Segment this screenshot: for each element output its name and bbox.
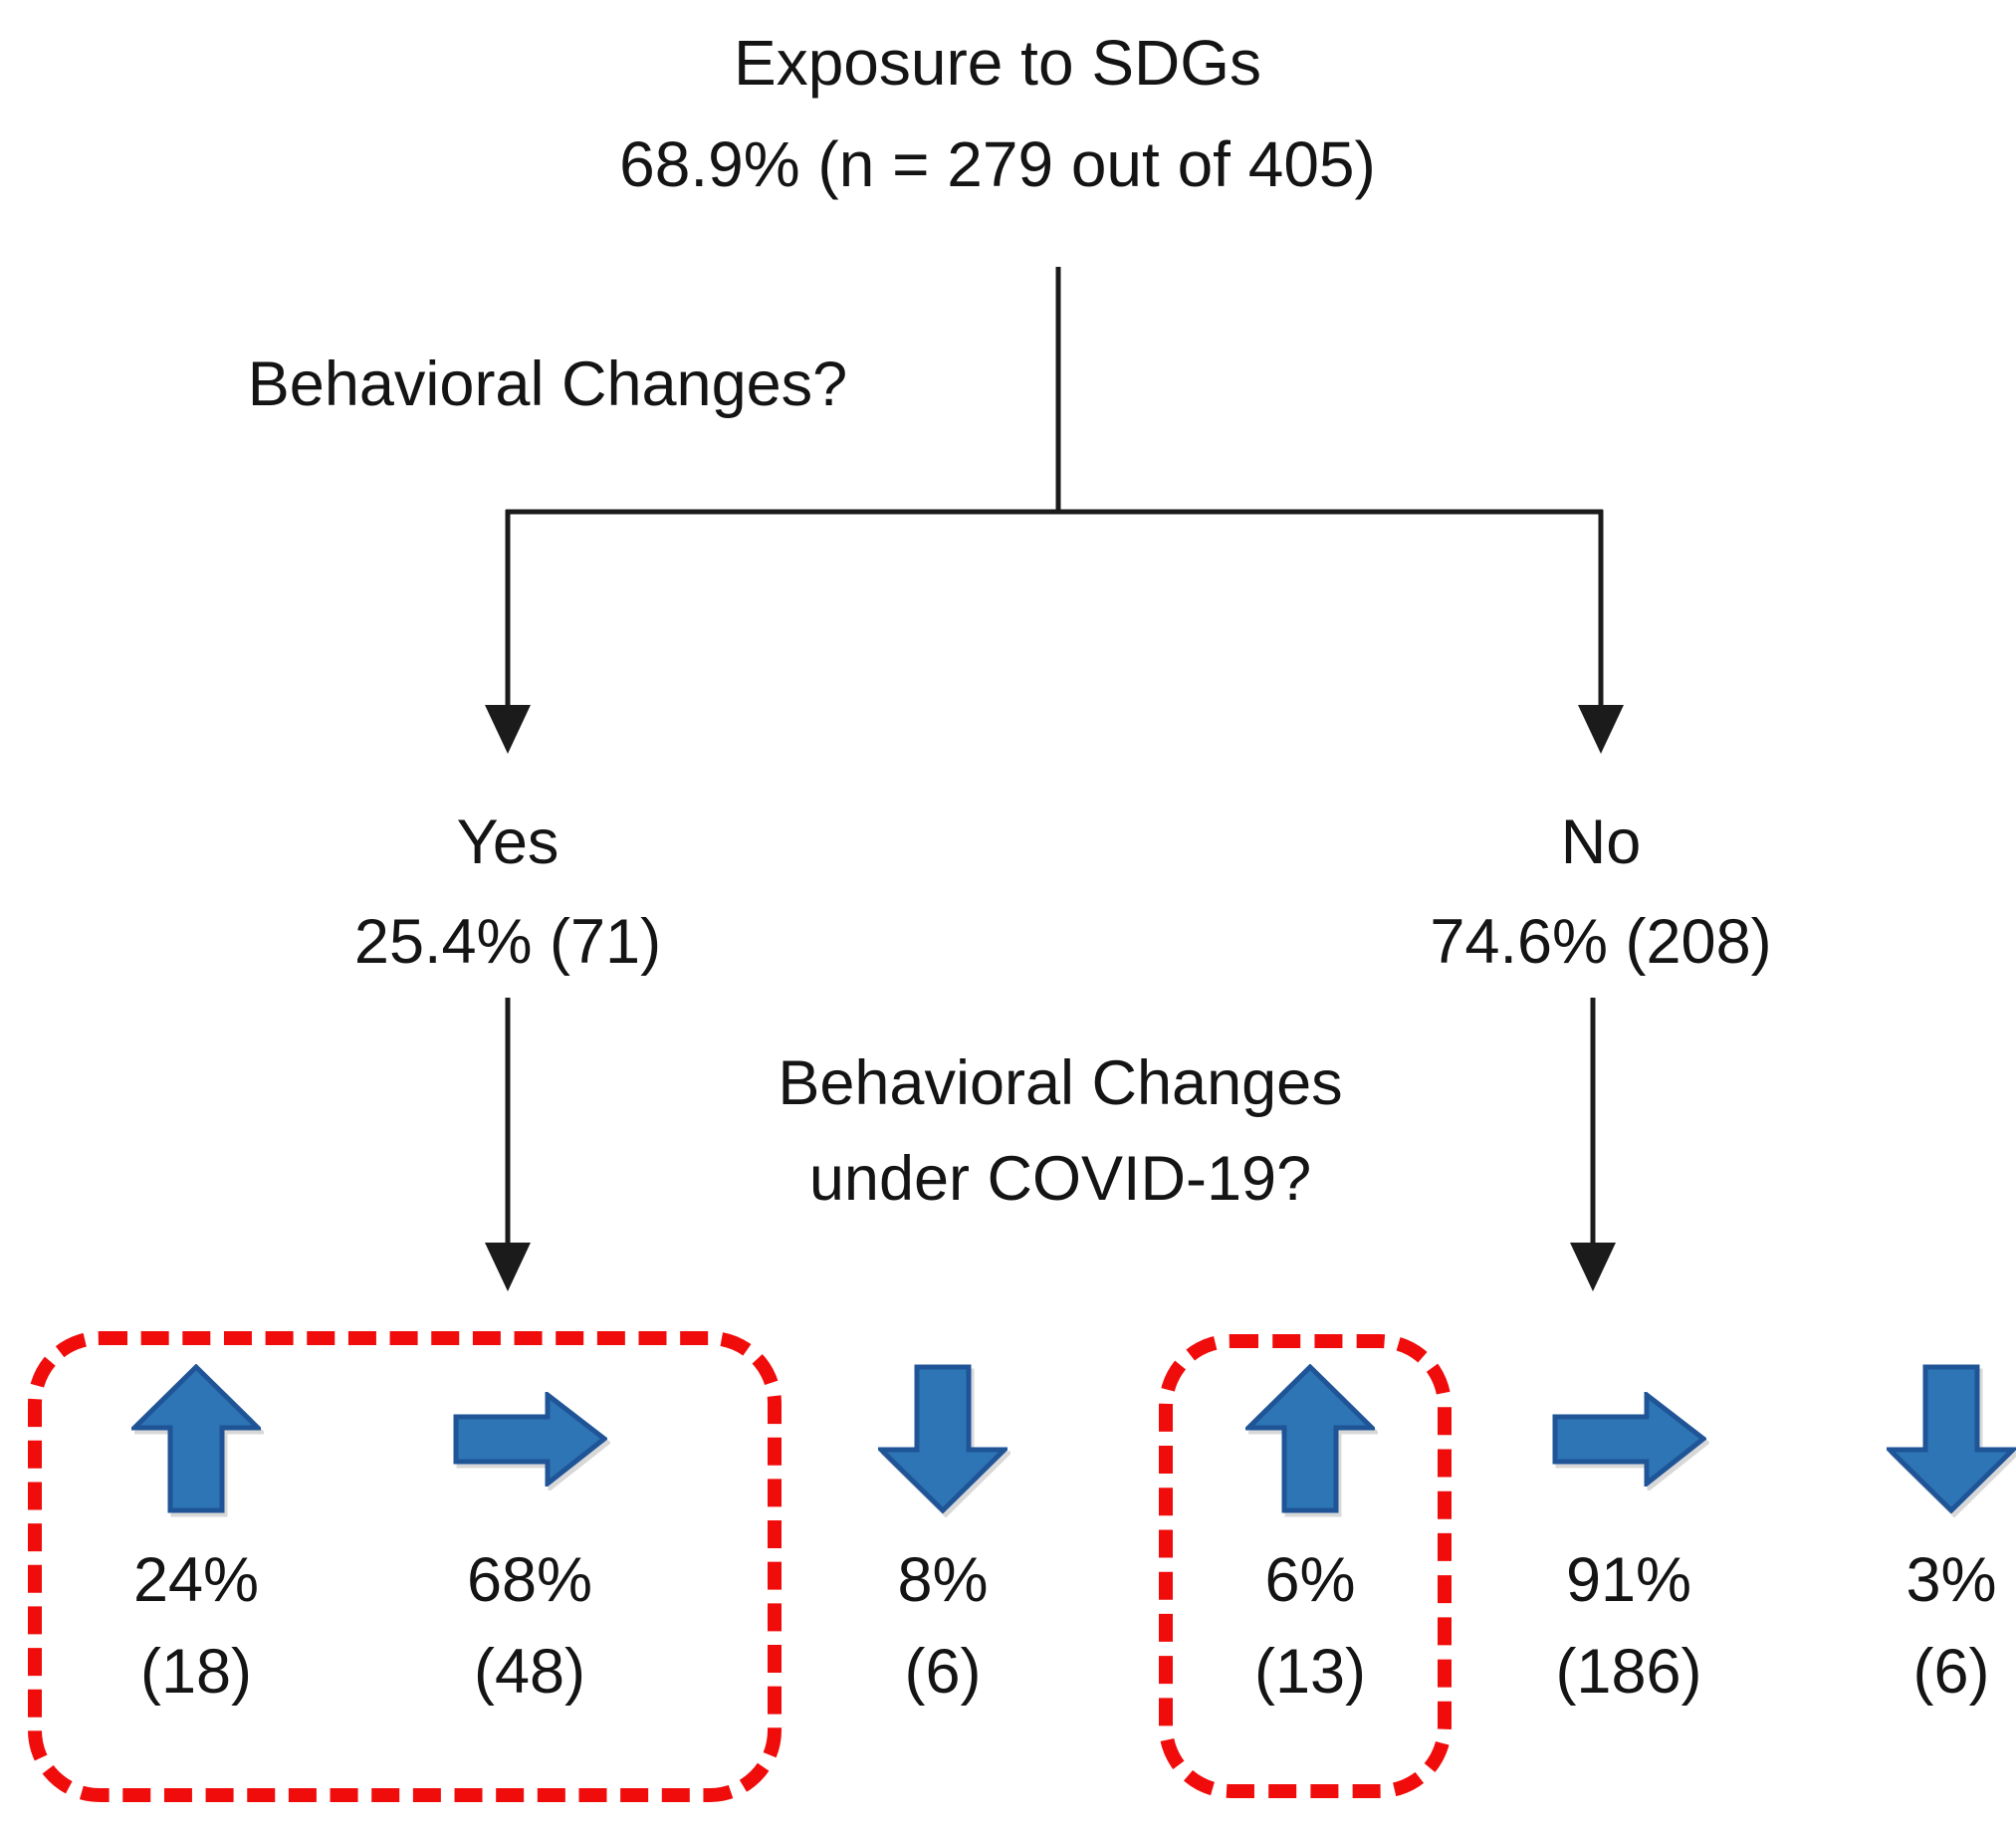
up-arrow-icon: [1245, 1359, 1375, 1518]
outcome-percent: 91%: [1565, 1545, 1692, 1615]
question-behavioral-changes-covid: Behavioral Changes under COVID-19?: [612, 1035, 1508, 1227]
branch-node-no: No 74.6% (208): [1352, 793, 1850, 992]
outcome-count: (6): [1912, 1637, 1990, 1707]
no-stat: 74.6% (208): [1430, 907, 1772, 977]
down-arrow-icon: [878, 1359, 1008, 1518]
outcome-no-same: 91% (186): [1499, 1359, 1758, 1708]
outcome-percent: 3%: [1905, 1545, 1997, 1615]
root-title: Exposure to SDGs: [734, 27, 1261, 99]
outcome-percent: 6%: [1264, 1545, 1356, 1615]
outcome-count: (18): [139, 1637, 253, 1707]
outcome-no-increase: 6% (13): [1181, 1359, 1440, 1708]
right-arrow-icon: [1552, 1359, 1706, 1518]
no-label: No: [1560, 807, 1642, 877]
outcome-percent: 68%: [466, 1545, 593, 1615]
outcome-yes-same: 68% (48): [400, 1359, 659, 1708]
right-arrow-icon: [453, 1359, 607, 1518]
outcome-no-decrease: 3% (6): [1822, 1359, 2016, 1708]
outcome-yes-decrease: 8% (6): [813, 1359, 1072, 1708]
question-covid-line1: Behavioral Changes: [778, 1048, 1343, 1118]
question-behavioral-changes: Behavioral Changes?: [247, 349, 848, 419]
yes-outcome-arrowhead-icon: [485, 1243, 531, 1291]
outcome-count: (186): [1555, 1637, 1702, 1707]
outcome-count: (13): [1253, 1637, 1367, 1707]
root-node: Exposure to SDGs 68.9% (n = 279 out of 4…: [311, 12, 1684, 215]
outcome-count: (48): [473, 1637, 586, 1707]
outcome-percent: 24%: [132, 1545, 260, 1615]
yes-label: Yes: [456, 807, 560, 877]
root-stat: 68.9% (n = 279 out of 405): [619, 128, 1376, 200]
highlight-box-yes-increase-same: [28, 1331, 782, 1802]
yes-stat: 25.4% (71): [353, 907, 662, 977]
highlight-box-no-increase: [1159, 1334, 1452, 1798]
no-branch-arrowhead-icon: [1578, 705, 1624, 754]
question-covid-line2: under COVID-19?: [808, 1144, 1312, 1214]
outcome-count: (6): [904, 1637, 982, 1707]
outcome-percent: 8%: [897, 1545, 989, 1615]
down-arrow-icon: [1887, 1359, 2016, 1518]
outcome-yes-increase: 24% (18): [67, 1359, 326, 1708]
branch-node-yes: Yes 25.4% (71): [259, 793, 757, 992]
yes-branch-arrowhead-icon: [485, 705, 531, 754]
no-outcome-arrowhead-icon: [1570, 1243, 1616, 1291]
up-arrow-icon: [131, 1359, 261, 1518]
